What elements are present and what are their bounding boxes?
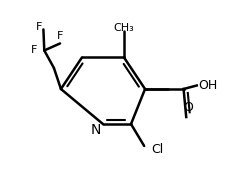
Text: F: F: [31, 45, 37, 56]
Text: CH₃: CH₃: [114, 23, 134, 33]
Text: Cl: Cl: [151, 143, 163, 156]
Text: OH: OH: [198, 79, 218, 92]
Text: O: O: [183, 101, 193, 114]
Text: F: F: [57, 32, 63, 41]
Text: N: N: [91, 123, 101, 137]
Text: F: F: [36, 22, 42, 32]
